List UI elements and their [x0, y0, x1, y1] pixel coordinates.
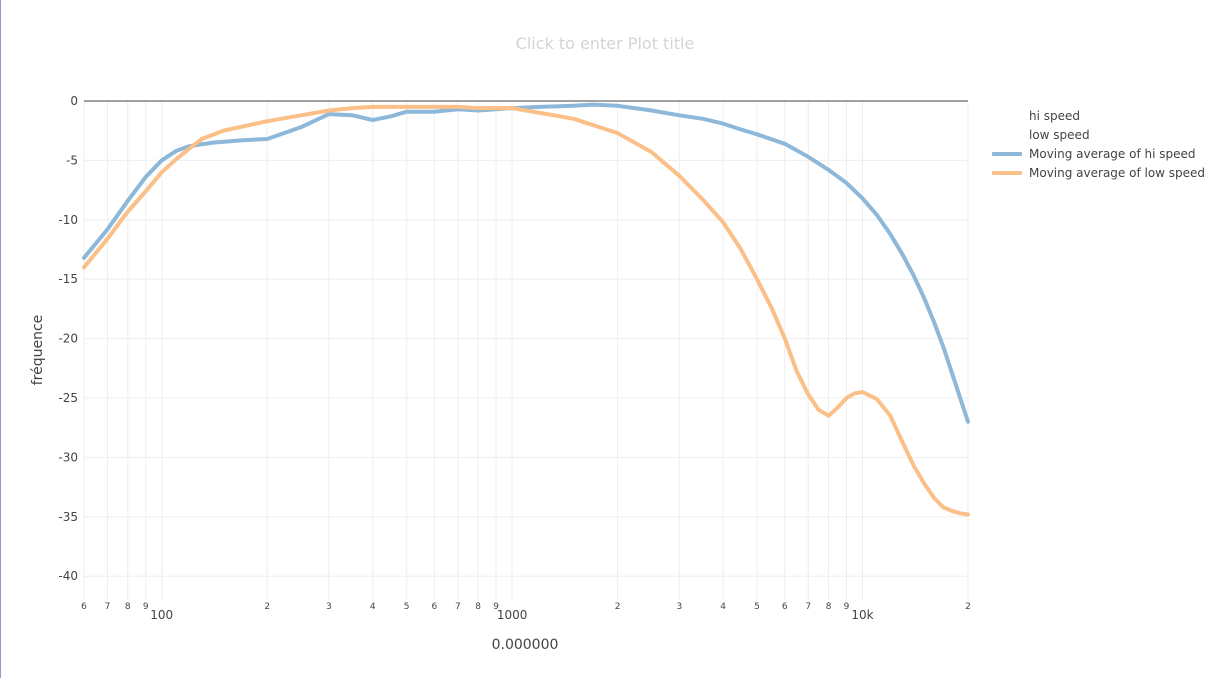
legend-swatch [992, 151, 1022, 156]
x-tick-label-minor: 2 [264, 602, 270, 612]
x-tick-label-minor: 2 [615, 602, 621, 612]
legend-label: low speed [1029, 127, 1090, 142]
y-tick-label: -25 [58, 391, 78, 405]
y-tick-label: -15 [58, 272, 78, 286]
x-tick-label-minor: 3 [326, 602, 332, 612]
y-axis-label[interactable]: fréquence [30, 314, 46, 386]
x-tick-label-minor: 8 [125, 602, 131, 612]
x-tick-label-minor: 8 [475, 602, 481, 612]
y-tick-label: -10 [58, 213, 78, 227]
grid-lines [83, 100, 969, 600]
legend-swatch [992, 114, 1022, 118]
x-axis-label[interactable]: 0.000000 [491, 637, 559, 653]
x-tick-label-minor: 7 [455, 602, 461, 612]
x-tick-label-minor: 7 [105, 602, 111, 612]
legend-swatch [992, 170, 1022, 175]
x-tick-label-minor: 6 [81, 602, 87, 612]
x-tick-label-minor: 5 [404, 602, 410, 612]
x-tick-label-minor: 3 [676, 602, 682, 612]
y-tick-label: 0 [70, 94, 78, 108]
x-tick-label-minor: 8 [826, 602, 832, 612]
x-tick-label-minor: 9 [844, 602, 850, 612]
x-tick-label-minor: 9 [143, 602, 149, 612]
legend-label: Moving average of low speed [1029, 165, 1206, 180]
y-tick-label: -5 [66, 153, 78, 167]
y-tick-labels: 0 -5 -10 -15 -20 -25 -30 -35 -40 [58, 94, 78, 583]
y-tick-label: -20 [58, 332, 78, 346]
x-tick-label-minor: 5 [754, 602, 760, 612]
legend-item-low-speed[interactable]: low speed [992, 125, 1205, 144]
legend-label: Moving average of hi speed [1029, 146, 1196, 161]
legend-label: hi speed [1029, 108, 1081, 123]
legend-item-hi-speed[interactable]: hi speed [992, 106, 1205, 125]
series-line-hi-speed [82, 102, 970, 424]
x-tick-label: 10k [851, 608, 873, 622]
legend-swatch [992, 133, 1022, 137]
y-tick-label: -40 [58, 569, 78, 583]
x-tick-label-minor: 2 [965, 602, 971, 612]
legend-item-moving-average-hi-speed[interactable]: Moving average of hi speed [992, 144, 1205, 163]
x-tick-label-minor: 4 [720, 602, 726, 612]
legend-item-moving-average-low-speed[interactable]: Moving average of low speed [992, 163, 1205, 182]
x-tick-label-minor: 6 [782, 602, 788, 612]
left-border [0, 0, 1, 678]
x-tick-labels: 6 7 8 9 2 3 4 5 6 7 8 9 2 3 4 5 6 7 8 9 2 100 1000 10k [81, 602, 971, 622]
chart-title[interactable]: Click to enter Plot title [515, 34, 695, 53]
series-line-low-speed [82, 104, 970, 517]
y-tick-label: -30 [58, 450, 78, 464]
legend: hi speed low speed Moving average of hi … [992, 106, 1205, 182]
x-tick-label: 1000 [497, 608, 528, 622]
x-tick-label: 100 [150, 608, 173, 622]
series-lines [82, 102, 970, 517]
x-tick-label-minor: 6 [432, 602, 438, 612]
x-tick-label-minor: 7 [805, 602, 811, 612]
x-tick-label-minor: 4 [370, 602, 376, 612]
x-tick-label-minor: 9 [493, 602, 499, 612]
y-tick-label: -35 [58, 510, 78, 524]
